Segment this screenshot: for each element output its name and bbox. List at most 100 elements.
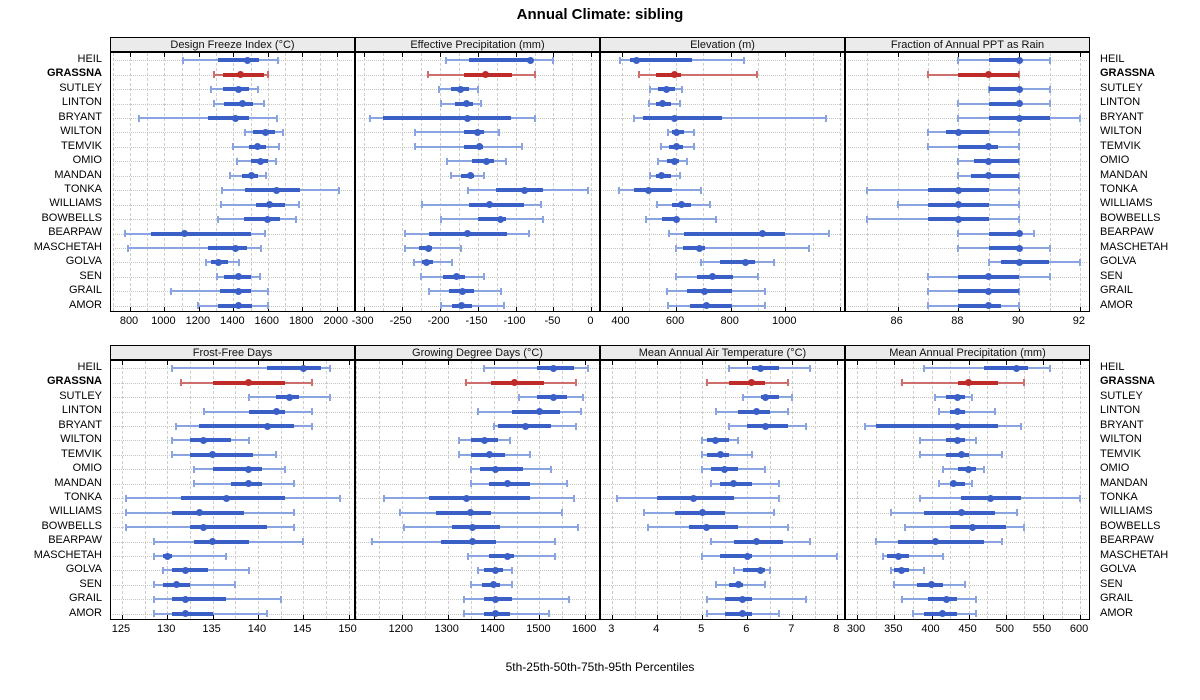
percentile-row-bowbells [601,53,844,311]
axis-tick-label: 4 [653,623,660,635]
median-dot [757,566,765,574]
percentile-row-bryant [601,53,844,311]
box-25-75 [655,72,682,77]
percentile-row-linton [356,361,599,619]
whisker-cap [866,186,869,194]
median-dot [521,186,529,194]
median-dot [492,566,500,574]
whisker-cap [247,566,250,574]
whisker-cap [302,538,305,546]
whisker-cap [210,85,212,93]
gridline-vertical [792,361,794,619]
box-25-75 [217,58,260,63]
whisker-cap [701,465,704,473]
whisker-cap [263,100,266,108]
median-dot [939,610,947,618]
station-label-amor: AMOR [69,606,102,619]
whisker-cap [668,230,671,238]
gridline-row [848,570,1087,572]
whisker-cap [228,172,231,180]
axis-tick-mark [164,307,166,311]
box-25-75 [988,87,1020,92]
percentile-row-sutley [601,361,844,619]
box-25-75 [189,525,267,530]
axis-tick-mark [839,307,841,311]
whisker-cap [547,610,550,618]
whisker-cap [666,302,669,310]
box-25-75 [970,173,1020,178]
whisker-5-95 [484,367,588,370]
axis-tick-label: 300 [846,623,866,635]
gridline-vertical [621,53,623,311]
axis-tick-mark [233,53,235,57]
station-label-mandan: MANDAN [1100,168,1148,181]
median-dot [549,364,557,372]
station-label-maschetah: MASCHETAH [33,240,102,253]
whisker-cap [202,408,205,416]
station-label-tonka: TONKA [64,183,102,195]
gridline-vertical [439,53,441,311]
gridline-vertical [539,361,541,619]
percentile-row-grassna [356,53,599,311]
percentile-row-grassna [111,361,354,619]
percentile-row-amor [356,53,599,311]
whisker-cap [170,436,173,444]
whisker-cap [266,287,269,295]
whisker-cap [213,71,216,79]
median-dot [985,143,993,151]
panel-header-mean-annual-precipitation-mm: Mean Annual Precipitation (mm) [845,345,1090,360]
whisker-cap [638,71,641,79]
whisker-cap [440,100,442,108]
whisker-cap [193,465,196,473]
axis-tick-mark [968,615,970,619]
whisker-cap [777,610,780,618]
gridline-vertical [382,53,384,311]
median-dot [485,451,493,459]
box-25-75 [199,424,295,428]
whisker-cap [293,480,296,488]
median-dot [703,523,711,531]
whisker-cap [809,538,812,546]
box-25-75 [171,568,209,573]
axis-tick-label: 0 [587,315,594,327]
whisker-cap [412,258,415,266]
percentile-row-williams [111,53,354,311]
whisker-cap [554,538,557,546]
whisker-cap [266,610,268,618]
median-dot [658,100,666,108]
axis-tick-label: 1400 [220,315,245,327]
whisker-cap [937,480,940,488]
station-label-heil: HEIL [1100,361,1125,373]
whisker-cap [451,258,454,266]
median-dot [463,100,471,108]
whisker-cap [927,273,929,281]
axis-tick-mark [348,615,350,619]
axis-tick-mark [747,615,749,619]
gridline-row [848,262,1087,264]
axis-tick-mark [792,361,794,365]
whisker-cap [266,302,269,310]
whisker-cap [476,566,479,574]
box-25-75 [1000,260,1050,265]
whisker-cap [1048,56,1051,64]
gridline-vertical [958,53,960,311]
whisker-cap [265,172,268,180]
whisker-cap [1018,172,1021,180]
whisker-cap [152,610,155,618]
percentile-row-maschetah [846,53,1089,311]
percentile-row-heil [846,53,1089,311]
percentile-row-tonka [601,53,844,311]
box-25-75 [248,409,286,414]
median-dot [425,244,433,252]
percentile-row-bearpaw [111,361,354,619]
box-25-75 [742,568,766,573]
median-dot [954,393,961,401]
whisker-cap [1048,273,1051,281]
median-dot [1015,100,1023,108]
percentile-row-bowbells [356,361,599,619]
station-label-omio: OMIO [72,462,102,475]
whisker-cap [692,143,695,151]
gridline-vertical [515,53,517,311]
whisker-cap [284,465,287,473]
whisker-cap [617,186,620,194]
